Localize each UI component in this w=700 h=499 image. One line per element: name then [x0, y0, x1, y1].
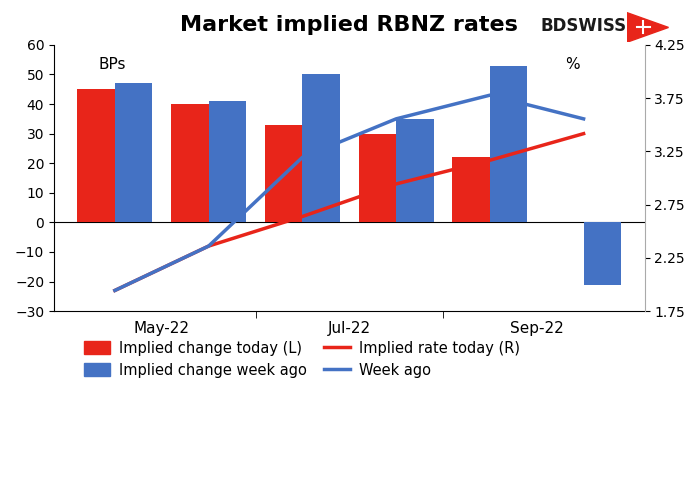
- Text: BPs: BPs: [98, 57, 126, 72]
- Polygon shape: [626, 12, 668, 42]
- Bar: [396, 119, 433, 223]
- Legend: Implied change today (L), Implied change week ago, Implied rate today (R), Week : Implied change today (L), Implied change…: [78, 335, 526, 384]
- Bar: [452, 157, 490, 223]
- Bar: [209, 101, 246, 223]
- Bar: [584, 223, 621, 284]
- Text: BDSWISS: BDSWISS: [540, 17, 626, 35]
- Bar: [302, 74, 340, 223]
- Text: %: %: [565, 57, 580, 72]
- Bar: [265, 125, 302, 223]
- Bar: [358, 134, 396, 223]
- Bar: [171, 104, 209, 223]
- Bar: [78, 89, 115, 223]
- Bar: [115, 83, 153, 223]
- Bar: [490, 65, 527, 223]
- Title: Market implied RBNZ rates: Market implied RBNZ rates: [181, 15, 518, 35]
